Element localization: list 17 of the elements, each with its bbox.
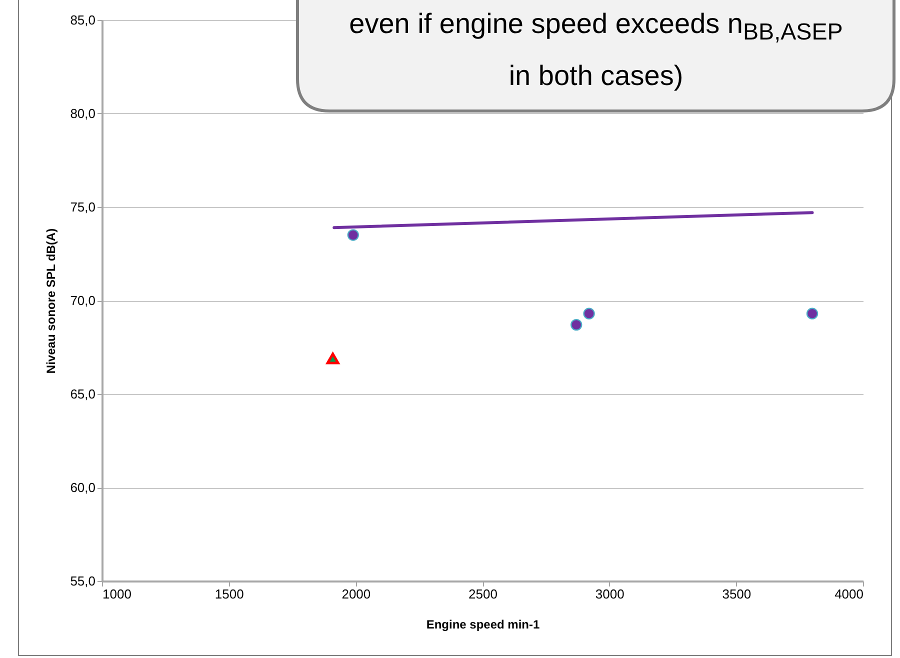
x-tick-label: 4000 xyxy=(834,586,864,602)
x-tick-label: 1000 xyxy=(102,586,132,602)
y-tick-label: 80,0 xyxy=(70,106,96,121)
y-tick-label: 60,0 xyxy=(70,480,96,495)
y-tick-label: 65,0 xyxy=(70,386,96,402)
x-tick-label: 2000 xyxy=(342,586,371,602)
y-tick-label: 70,0 xyxy=(70,293,96,308)
x-tick-label: 3500 xyxy=(722,586,752,602)
y-tick-label: 55,0 xyxy=(70,574,96,588)
x-axis-title: Engine speed min-1 xyxy=(426,618,540,632)
y-axis-title: Niveau sonore SPL dB(A) xyxy=(44,228,58,374)
y-tick-label: 75,0 xyxy=(70,200,96,214)
y-tick-label: 85,0 xyxy=(70,12,96,28)
x-tick-label: 2500 xyxy=(468,586,498,602)
x-tick-label: 3000 xyxy=(595,586,624,602)
text: even if engine speed exceeds n$_{BB,ASEP}$ in both cases) xyxy=(349,8,843,91)
x-tick-label: 1500 xyxy=(214,586,244,602)
